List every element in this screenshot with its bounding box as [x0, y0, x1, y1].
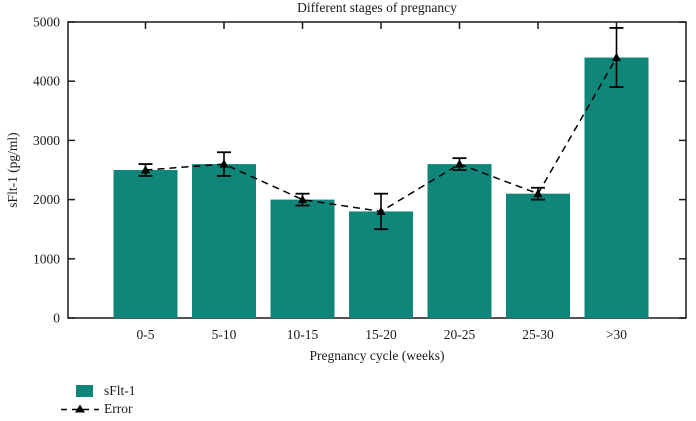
x-axis-label: Pregnancy cycle (weeks) [309, 348, 445, 363]
legend: sFlt-1 Error [59, 383, 136, 416]
bar [270, 199, 335, 318]
legend-label: Error [104, 400, 133, 416]
legend-label: sFlt-1 [104, 382, 136, 398]
x-tick-label: >30 [606, 327, 627, 342]
legend-triangle-icon [75, 404, 85, 412]
x-tick-label: 10-15 [287, 327, 319, 342]
x-tick-label: 20-25 [444, 327, 476, 342]
legend-item-sflt1: sFlt-1 [59, 383, 136, 398]
triangle-marker-icon [376, 206, 386, 215]
x-tick-label: 5-10 [212, 327, 237, 342]
bar [506, 193, 570, 318]
triangle-marker-icon [533, 188, 543, 198]
chart-title: Different stages of pregnancy [297, 0, 457, 15]
y-tick-label: 0 [53, 311, 60, 326]
y-tick-label: 4000 [33, 74, 60, 89]
bar-swatch-icon [76, 384, 93, 397]
bar [192, 164, 256, 318]
dash-triangle-icon [61, 404, 99, 412]
bar [584, 57, 649, 319]
x-tick-label: 25-30 [522, 327, 554, 342]
y-tick-label: 5000 [33, 15, 60, 30]
triangle-marker-icon [455, 159, 464, 168]
bar [427, 164, 492, 318]
triangle-marker-icon [298, 194, 307, 204]
bar [113, 170, 178, 318]
y-tick-label: 2000 [33, 192, 60, 207]
triangle-marker-icon [219, 159, 229, 168]
x-tick-label: 15-20 [365, 327, 397, 342]
y-tick-label: 1000 [33, 251, 60, 266]
legend-item-error: Error [59, 401, 136, 416]
x-tick-label: 0-5 [137, 327, 155, 342]
y-tick-label: 3000 [33, 133, 60, 148]
triangle-marker-icon [141, 165, 150, 174]
triangle-marker-icon [612, 52, 621, 62]
